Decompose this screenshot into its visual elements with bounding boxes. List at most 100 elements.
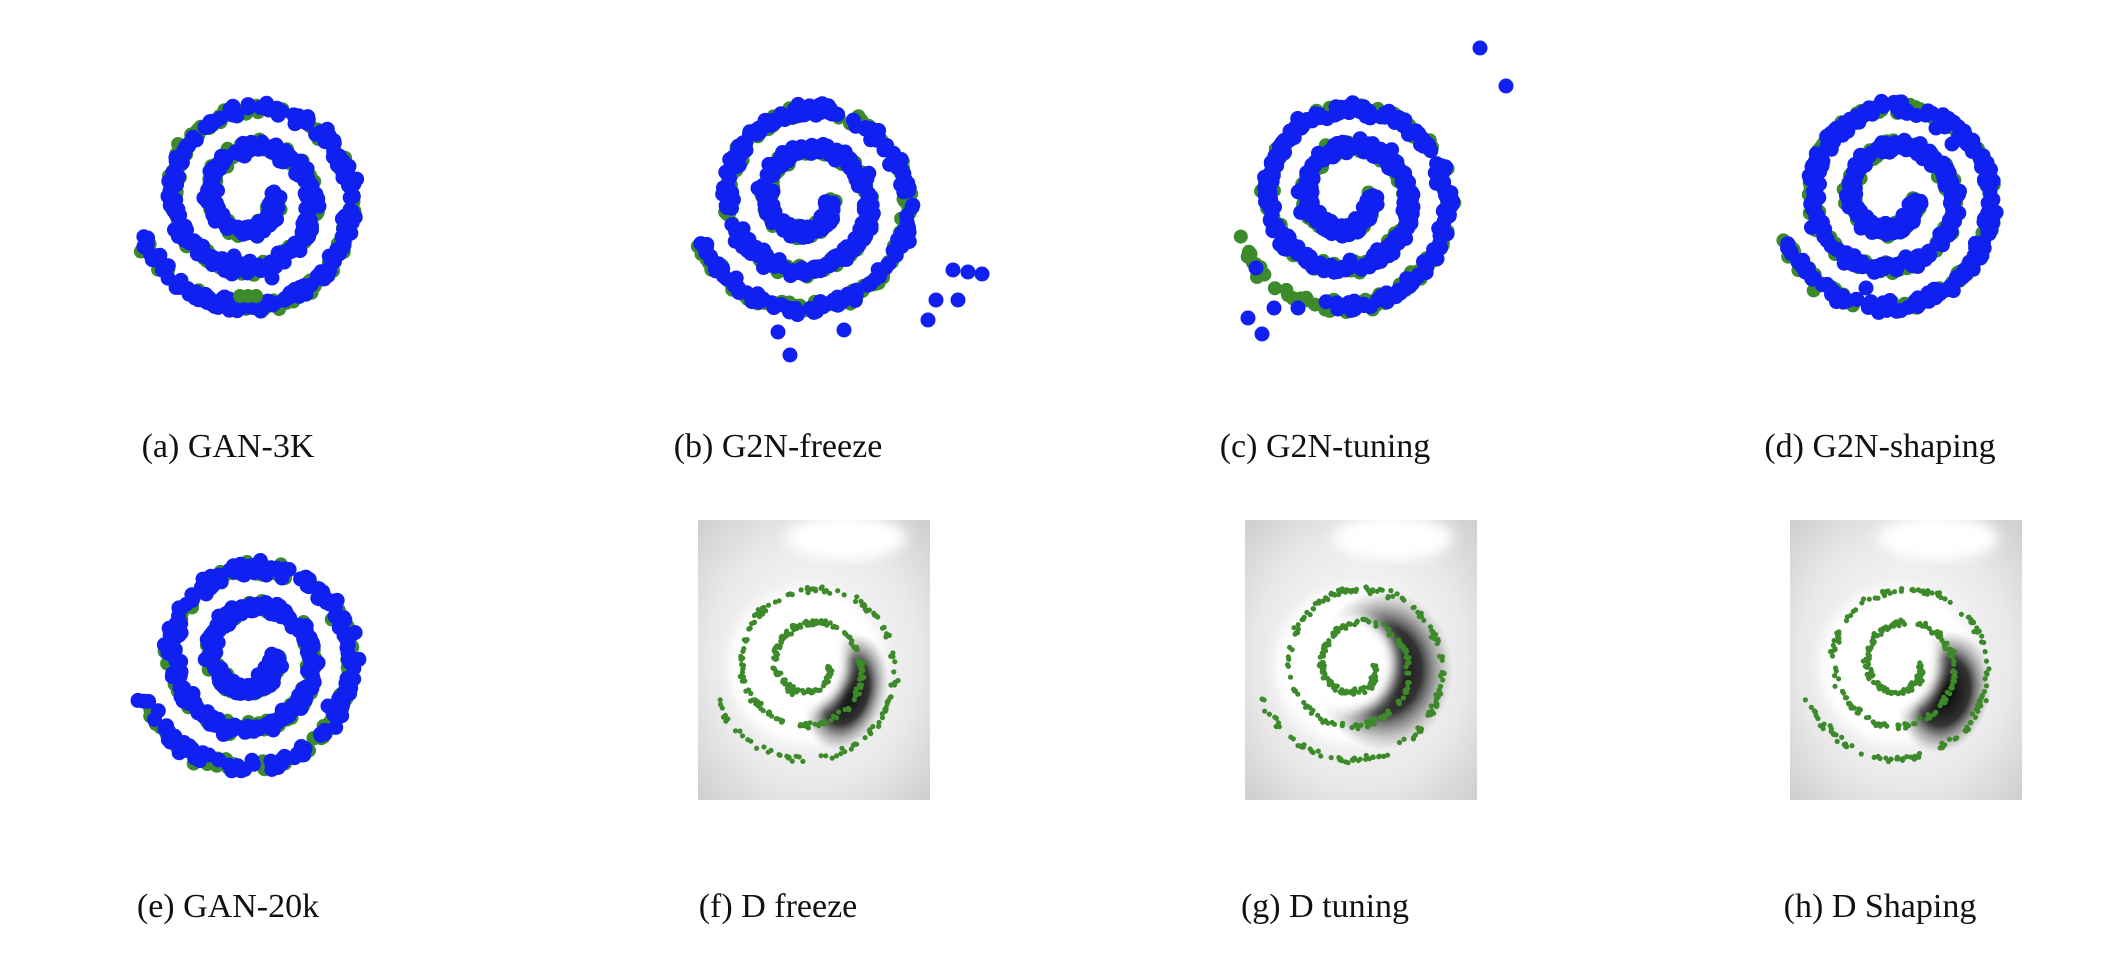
panel-c — [1220, 20, 1520, 342]
generated-point — [317, 134, 333, 150]
generated-point — [342, 628, 358, 644]
generated-point — [287, 116, 303, 132]
generated-point — [1941, 171, 1956, 187]
generated-point — [770, 324, 786, 340]
real-point — [836, 709, 842, 715]
generated-point — [1803, 196, 1819, 212]
generated-point — [777, 112, 793, 128]
generated-point — [1926, 281, 1942, 297]
generated-point — [313, 726, 328, 742]
generated-point — [731, 157, 747, 173]
generated-point — [1964, 261, 1980, 276]
scatter-plot-a — [133, 95, 365, 319]
generated-point — [1942, 195, 1958, 211]
generated-point — [1907, 293, 1923, 309]
generated-point — [160, 258, 176, 274]
generated-point — [334, 160, 350, 176]
generated-point — [1900, 208, 1915, 224]
real-point — [828, 717, 834, 723]
generated-point — [724, 217, 740, 233]
generated-point — [197, 652, 213, 667]
generated-point — [289, 693, 305, 709]
generated-point — [270, 107, 286, 123]
generated-point — [244, 677, 260, 693]
real-point — [732, 728, 739, 734]
generated-point — [1289, 244, 1305, 260]
generated-point — [351, 651, 367, 667]
generated-point — [139, 236, 155, 252]
generated-point — [898, 231, 914, 247]
real-point — [838, 751, 844, 757]
generated-point — [240, 718, 255, 734]
real-point — [868, 731, 874, 737]
scatter-plot-c — [1233, 40, 1514, 342]
generated-point — [211, 752, 227, 768]
generated-point — [861, 186, 876, 201]
generated-point — [768, 213, 784, 229]
generated-point — [1884, 142, 1900, 158]
generated-point — [782, 347, 798, 363]
generated-point — [1889, 220, 1905, 236]
generated-point — [1810, 147, 1825, 163]
real-point — [867, 727, 873, 733]
generated-point — [1895, 253, 1911, 269]
generated-point — [307, 186, 323, 202]
generated-point — [147, 712, 162, 727]
generated-point — [1929, 236, 1945, 252]
generated-point — [130, 692, 146, 708]
generated-point — [779, 154, 794, 170]
real-point — [825, 679, 831, 685]
generated-point — [1839, 293, 1855, 309]
panel-b — [680, 50, 1000, 363]
caption-a: (a) GAN-3K — [141, 428, 315, 465]
generated-point — [863, 132, 879, 148]
generated-point — [344, 203, 360, 219]
generated-point — [782, 304, 798, 320]
generated-point — [205, 178, 221, 194]
generated-point — [1380, 151, 1396, 166]
generated-point — [199, 295, 215, 311]
caption-b: (b) G2N-freeze — [673, 428, 883, 465]
generated-point — [830, 106, 846, 122]
generated-point — [327, 598, 343, 614]
generated-point — [282, 610, 298, 626]
generated-point — [950, 292, 966, 308]
generated-point — [1325, 149, 1341, 165]
generated-point — [277, 291, 293, 307]
generated-point — [845, 112, 861, 128]
generated-point — [1439, 226, 1455, 242]
generated-point — [1844, 171, 1860, 187]
generated-point — [292, 618, 308, 633]
generated-point — [1356, 144, 1372, 160]
generated-point — [1344, 218, 1360, 234]
generated-point — [1332, 299, 1348, 315]
generated-point — [1361, 259, 1377, 275]
scatter-plot-d — [1776, 93, 2004, 320]
generated-point — [1290, 300, 1306, 316]
generated-point — [326, 254, 342, 269]
real-point — [829, 755, 835, 761]
real-point — [748, 738, 754, 744]
generated-point — [1390, 235, 1406, 251]
generated-point — [1266, 300, 1282, 316]
generated-point — [1808, 182, 1824, 198]
generated-point — [335, 240, 351, 256]
generated-point — [1875, 295, 1891, 311]
real-point — [748, 698, 754, 704]
generated-point — [253, 263, 269, 279]
generated-point — [275, 711, 291, 727]
generated-point — [1267, 155, 1282, 170]
panel-a — [130, 50, 390, 330]
generated-point — [1363, 204, 1379, 220]
generated-point — [1842, 111, 1858, 127]
generated-point — [758, 180, 774, 196]
generated-point — [222, 101, 238, 117]
generated-point — [945, 262, 961, 278]
generated-point — [835, 245, 850, 261]
generated-point — [703, 252, 719, 268]
real-point — [743, 638, 749, 644]
real-point — [848, 746, 854, 752]
real-point — [800, 758, 806, 764]
generated-point — [222, 562, 237, 578]
generated-point — [226, 248, 242, 264]
